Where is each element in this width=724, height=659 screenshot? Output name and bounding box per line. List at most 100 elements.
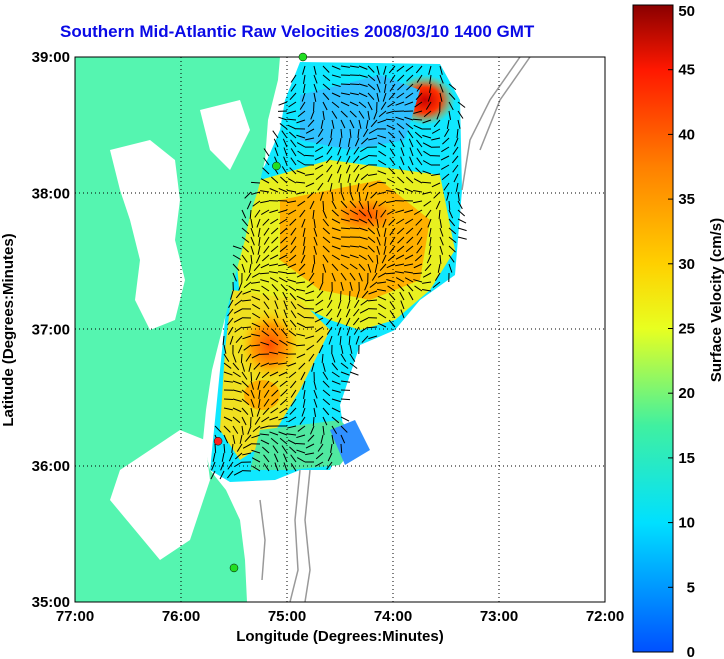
velocity-arrow: [219, 470, 225, 480]
velocity-arrow: [296, 333, 306, 337]
velocity-arrow: [279, 407, 288, 414]
velocity-arrow: [287, 433, 297, 436]
colorbar-tick-label: 30: [678, 256, 695, 273]
velocity-arrow: [349, 254, 359, 259]
velocity-arrow: [269, 254, 279, 260]
velocity-arrow: [378, 303, 387, 310]
velocity-arrow: [349, 110, 357, 118]
velocity-arrow: [376, 92, 380, 102]
velocity-arrow: [457, 218, 467, 224]
velocity-arrow: [270, 407, 279, 414]
velocity-arrow: [305, 137, 315, 141]
velocity-arrow: [322, 263, 327, 273]
velocity-arrow: [422, 272, 432, 278]
velocity-arrow: [349, 92, 359, 96]
velocity-arrow: [328, 290, 333, 300]
velocity-arrow: [269, 416, 279, 421]
velocity-arrow: [327, 173, 333, 183]
velocity-arrow: [282, 291, 288, 301]
velocity-arrow: [407, 166, 414, 175]
velocity-arrow: [346, 326, 351, 336]
velocity-arrow: [287, 110, 297, 114]
velocity-arrow: [395, 101, 405, 106]
velocity-arrow: [360, 326, 369, 333]
velocity-arrow: [340, 65, 350, 68]
velocity-arrow: [237, 344, 243, 354]
velocity-arrow: [299, 101, 306, 110]
velocity-arrow: [322, 380, 330, 388]
velocity-arrow: [232, 254, 242, 261]
velocity-arrow: [232, 407, 242, 413]
velocity-arrow: [349, 65, 359, 68]
velocity-arrow: [354, 173, 360, 183]
velocity-arrow: [305, 182, 315, 188]
velocity-arrow: [331, 353, 336, 363]
velocity-arrow: [322, 218, 329, 227]
velocity-arrow: [368, 137, 378, 141]
velocity-arrow: [406, 236, 414, 244]
velocity-arrow: [439, 218, 443, 228]
x-tick-label: 75:00: [268, 608, 306, 625]
velocity-arrow: [376, 254, 379, 265]
velocity-arrow: [397, 284, 405, 292]
velocity-arrow: [358, 227, 368, 232]
velocity-arrow: [367, 326, 378, 329]
velocity-arrow: [336, 317, 342, 327]
velocity-arrow: [289, 92, 297, 100]
velocity-arrow: [227, 308, 234, 317]
velocity-arrow: [448, 245, 456, 253]
velocity-arrow: [241, 362, 246, 372]
velocity-arrow: [272, 445, 279, 454]
sound-water: [110, 430, 210, 560]
velocity-arrow: [338, 137, 342, 147]
velocity-arrow: [320, 434, 324, 444]
velocity-arrow: [340, 371, 350, 376]
velocity-arrow: [361, 290, 369, 299]
velocity-arrow: [302, 380, 306, 390]
velocity-arrow: [387, 285, 396, 292]
velocity-arrow: [396, 227, 405, 235]
colorbar-tick-label: 10: [678, 515, 695, 532]
velocity-arrow: [338, 173, 342, 183]
velocity-arrow: [340, 254, 350, 259]
velocity-arrow: [387, 254, 396, 262]
velocity-arrow: [326, 326, 333, 335]
velocity-arrow: [358, 119, 362, 129]
velocity-arrow: [413, 124, 423, 130]
velocity-arrow: [340, 425, 348, 433]
velocity-arrow: [242, 452, 252, 456]
velocity-arrow: [376, 227, 381, 237]
velocity-arrow: [376, 83, 381, 93]
velocity-arrow: [322, 209, 327, 219]
velocity-arrow: [453, 137, 459, 147]
velocity-arrow: [331, 434, 335, 444]
station-marker: [298, 52, 308, 62]
velocity-arrow: [405, 176, 414, 184]
velocity-vectors: [210, 65, 467, 480]
velocity-arrow: [416, 148, 423, 157]
velocity-arrow: [442, 137, 450, 145]
velocity-arrow: [416, 227, 423, 236]
velocity-arrow: [349, 263, 358, 270]
velocity-arrow: [428, 245, 432, 255]
velocity-arrow: [322, 65, 330, 73]
velocity-arrow: [388, 167, 396, 175]
velocity-arrow: [374, 263, 378, 273]
velocity-arrow: [415, 218, 423, 226]
velocity-arrow: [222, 335, 225, 346]
velocity-arrow: [358, 209, 366, 217]
velocity-arrow: [331, 272, 336, 282]
velocity-arrow: [296, 170, 306, 175]
velocity-arrow: [406, 284, 414, 292]
velocity-arrow: [262, 293, 270, 301]
velocity-arrow: [340, 245, 350, 248]
velocity-arrow: [269, 209, 279, 214]
velocity-arrow: [223, 416, 233, 422]
velocity-arrow: [352, 155, 360, 164]
velocity-arrow: [368, 335, 378, 340]
station-marker: [229, 563, 239, 573]
velocity-arrow: [396, 245, 405, 253]
velocity-arrow: [322, 398, 331, 406]
velocity-arrow: [229, 335, 234, 345]
velocity-arrow: [296, 457, 306, 463]
